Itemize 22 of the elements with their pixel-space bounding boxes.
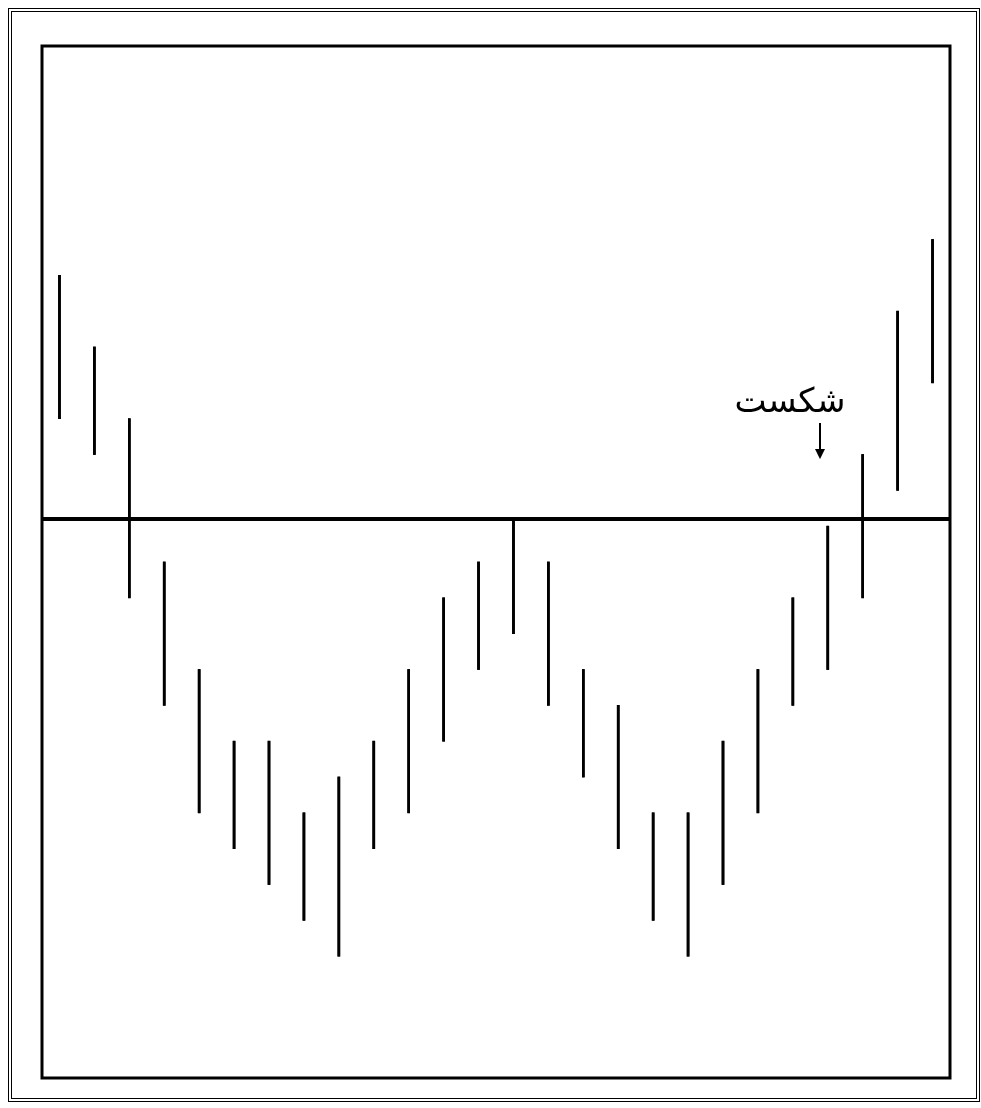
- candlestick: [337, 776, 341, 957]
- candlestick: [791, 597, 795, 706]
- candlestick: [372, 740, 376, 849]
- candlestick: [616, 705, 620, 849]
- candlestick: [826, 525, 830, 670]
- candlestick: [756, 669, 760, 814]
- candlestick: [477, 561, 480, 670]
- candlestick: [686, 812, 690, 957]
- candlestick: [162, 561, 166, 706]
- candlestick: [197, 669, 201, 814]
- candlestick: [651, 812, 655, 921]
- candlestick: [58, 275, 61, 419]
- candlestick: [232, 740, 236, 849]
- candlestick: [721, 740, 725, 885]
- candlestick: [302, 812, 306, 921]
- candlestick: [93, 346, 96, 455]
- annotation: شکست: [734, 380, 846, 421]
- candlestick: [442, 597, 445, 742]
- candlestick: [267, 740, 271, 885]
- candlestick: [896, 310, 899, 491]
- candlestick: [547, 561, 550, 706]
- candlestick: [931, 239, 934, 384]
